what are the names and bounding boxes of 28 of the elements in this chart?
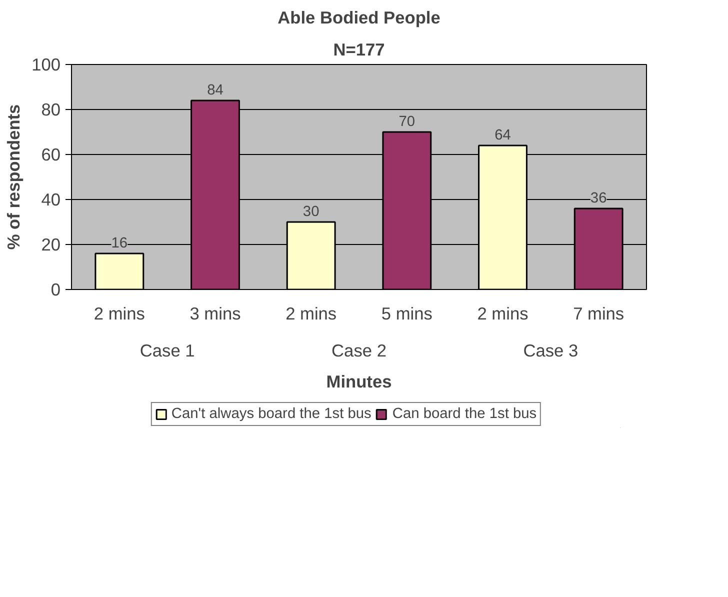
data-label: 30 [302,204,320,220]
y-tick-label: 80 [41,100,61,120]
legend-label: Can't always board the 1st bus [171,406,372,422]
data-label: 16 [111,236,128,252]
y-axis-title: % of respondents [4,104,24,250]
bar [94,252,144,290]
y-tick-label: 60 [41,144,61,164]
x-tick-label: 3 mins [190,304,242,324]
y-tick-label: 0 [50,280,61,300]
text: Case 1 [140,340,195,360]
x-tick-label: 2 mins [94,304,146,324]
text: Case 2 [332,340,386,360]
data-label: 70 [398,114,416,130]
x-tick-label: 5 mins [381,304,433,324]
data-label: 84 [207,82,224,98]
x-axis-title: Minutes [326,372,392,392]
chart-title: Able Bodied People [278,8,441,28]
legend-label: Can board the 1st bus [392,406,537,422]
chart-subtitle: N=177 [333,40,385,60]
text: Case 3 [523,340,578,360]
y-tick-label: 20 [41,234,61,254]
data-label: 36 [590,190,607,206]
y-tick-label: 100 [32,54,61,74]
x-tick-label: 2 mins [286,304,337,324]
x-tick-label: 2 mins [477,304,529,324]
y-tick-label: 40 [41,190,61,210]
data-label: 64 [494,128,511,144]
x-tick-label: 7 mins [573,304,624,324]
